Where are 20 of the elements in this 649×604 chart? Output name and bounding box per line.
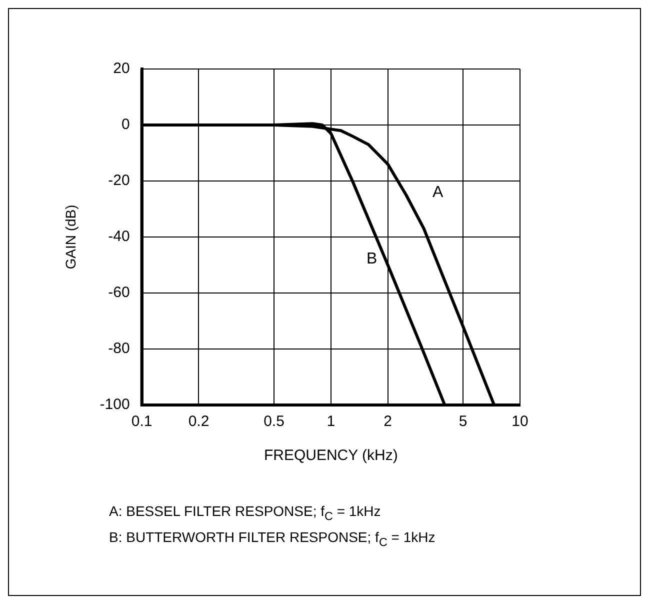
y-tick-label: -40 bbox=[108, 228, 130, 246]
y-tick-label: -80 bbox=[108, 340, 130, 358]
x-tick-label: 10 bbox=[512, 413, 528, 430]
series-label: A bbox=[432, 184, 444, 202]
y-tick-label: -60 bbox=[108, 284, 130, 302]
y-axis-title: GAIN (dB) bbox=[62, 204, 78, 270]
y-tick-label: 0 bbox=[121, 116, 130, 134]
series-label: B bbox=[366, 250, 378, 268]
x-tick-label: 0.1 bbox=[131, 413, 152, 430]
y-tick-label: -100 bbox=[100, 396, 130, 414]
text: B: BUTTERWORTH FILTER RESPONSE; f$_{C}$ = 1kHz bbox=[109, 528, 436, 551]
x-tick-label: 1 bbox=[326, 413, 336, 430]
x-tick-label: 2 bbox=[384, 413, 392, 430]
x-axis-title: FREQUENCY (kHz) bbox=[264, 447, 398, 464]
x-tick-label: 0.5 bbox=[264, 413, 284, 430]
x-tick-label: 0.2 bbox=[188, 413, 210, 430]
text: A: BESSEL FILTER RESPONSE; f$_{C}$ = 1kHz bbox=[109, 502, 382, 525]
y-tick-label: 20 bbox=[113, 60, 130, 78]
x-tick-label: 5 bbox=[458, 413, 468, 430]
y-tick-label: -20 bbox=[108, 172, 130, 190]
